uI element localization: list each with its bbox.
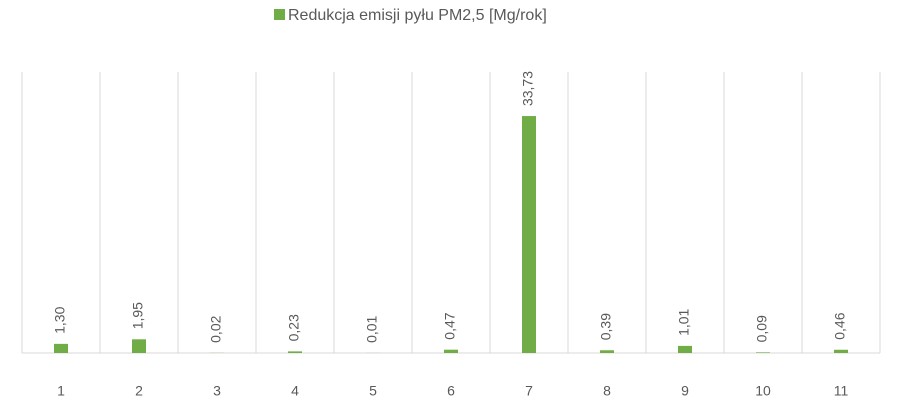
data-label: 1,30 [52, 306, 68, 333]
data-label: 1,95 [130, 302, 146, 329]
x-tick-label: 7 [525, 383, 533, 399]
bar [678, 345, 692, 353]
bar [132, 339, 146, 353]
bar [756, 352, 770, 353]
data-label: 0,09 [754, 315, 770, 342]
x-tick-label: 4 [291, 383, 299, 399]
data-label: 0,46 [832, 312, 848, 339]
data-label: 0,02 [208, 315, 224, 342]
data-label: 0,47 [442, 312, 458, 339]
x-tick-label: 6 [447, 383, 455, 399]
x-tick-label: 5 [369, 383, 377, 399]
legend-swatch [274, 9, 285, 20]
data-label: 1,01 [676, 308, 692, 335]
data-label: 0,23 [286, 314, 302, 341]
bar [600, 350, 614, 353]
x-tick-label: 9 [681, 383, 689, 399]
bar [288, 351, 302, 353]
data-label: 0,01 [364, 315, 380, 342]
x-tick-label: 3 [213, 383, 221, 399]
x-tick-label: 1 [57, 383, 65, 399]
bar [444, 349, 458, 353]
x-tick-label: 10 [755, 383, 771, 399]
x-tick-label: 2 [135, 383, 143, 399]
data-label: 0,39 [598, 313, 614, 340]
legend-label: Redukcja emisji pyłu PM2,5 [Mg/rok] [288, 7, 547, 24]
x-tick-label: 8 [603, 383, 611, 399]
bar [522, 116, 536, 353]
bar [54, 343, 68, 353]
bar [834, 349, 848, 353]
x-tick-label: 11 [834, 383, 849, 399]
data-label: 33,73 [520, 71, 536, 106]
